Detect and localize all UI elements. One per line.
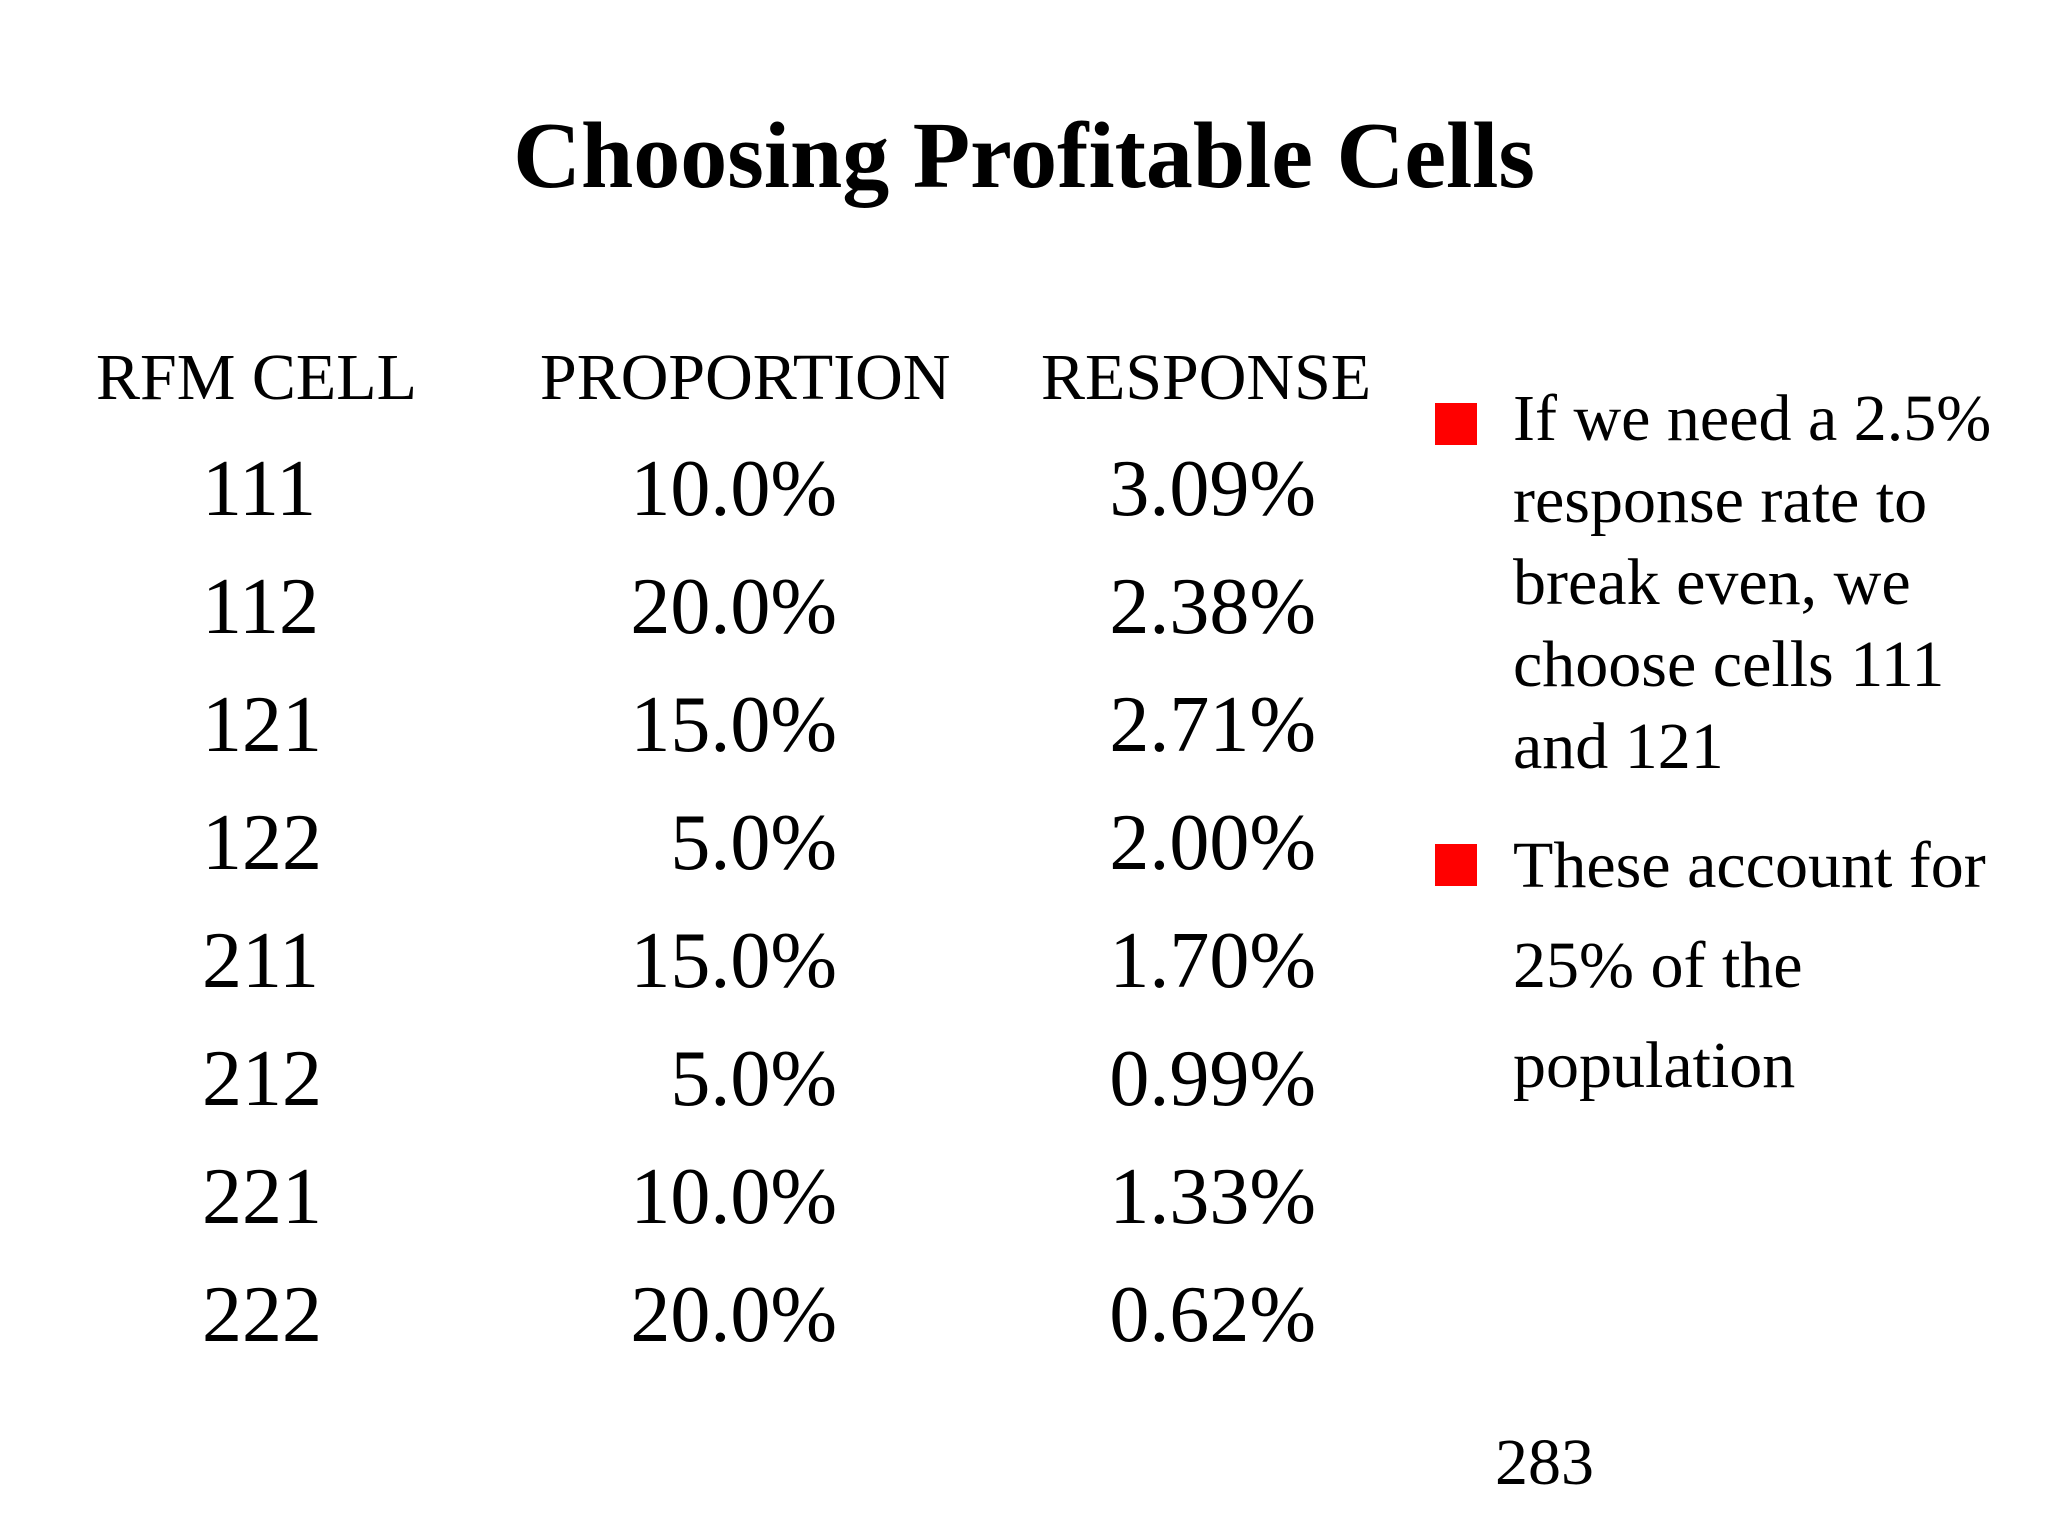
response-value: 2.00%	[1109, 799, 1316, 887]
bullet-list: If we need a 2.5% response rate to break…	[1435, 378, 2035, 1116]
response-value: 1.33%	[1109, 1153, 1316, 1241]
proportion-value: 10.0%	[630, 1153, 837, 1241]
rfm-cell-value: 212	[202, 1035, 322, 1123]
bullet-text: These account for 25% of the population	[1513, 829, 1986, 1102]
rfm-table: RFM CELL PROPORTION RESPONSE 111 10.0% 3…	[0, 341, 1440, 1374]
rfm-cell-value: 211	[202, 917, 320, 1005]
bullet-item: These account for 25% of the population	[1435, 816, 2035, 1116]
rfm-cell-value: 112	[202, 563, 320, 651]
rfm-cell-value: 122	[202, 799, 322, 887]
rfm-cell-value: 111	[202, 445, 317, 533]
response-value: 2.38%	[1109, 563, 1316, 651]
proportion-value: 20.0%	[630, 1271, 837, 1359]
rfm-cell-value: 121	[202, 681, 322, 769]
response-value: 1.70%	[1109, 917, 1316, 1005]
proportion-value: 5.0%	[670, 1035, 837, 1123]
header-response: RESPONSE	[1041, 341, 1372, 414]
response-value: 0.99%	[1109, 1035, 1316, 1123]
table-row: 122 5.0% 2.00%	[0, 784, 1440, 902]
rfm-cell-value: 222	[202, 1271, 322, 1359]
square-bullet-icon	[1435, 844, 1477, 886]
proportion-value: 10.0%	[630, 445, 837, 533]
table-row: 111 10.0% 3.09%	[0, 430, 1440, 548]
slide-title: Choosing Profitable Cells	[513, 104, 1535, 208]
table-row: 112 20.0% 2.38%	[0, 548, 1440, 666]
square-bullet-icon	[1435, 403, 1477, 445]
table-row: 212 5.0% 0.99%	[0, 1020, 1440, 1138]
header-proportion: PROPORTION	[540, 341, 951, 414]
table-row: 211 15.0% 1.70%	[0, 902, 1440, 1020]
response-value: 3.09%	[1109, 445, 1316, 533]
header-rfm-cell: RFM CELL	[96, 341, 417, 414]
page-number: 283	[1495, 1426, 1594, 1499]
table-row: 121 15.0% 2.71%	[0, 666, 1440, 784]
proportion-value: 15.0%	[630, 681, 837, 769]
table-row: 221 10.0% 1.33%	[0, 1138, 1440, 1256]
response-value: 0.62%	[1109, 1271, 1316, 1359]
bullet-item: If we need a 2.5% response rate to break…	[1435, 378, 2035, 788]
proportion-value: 5.0%	[670, 799, 837, 887]
bullet-text: If we need a 2.5% response rate to break…	[1513, 382, 1992, 783]
proportion-value: 15.0%	[630, 917, 837, 1005]
rfm-cell-value: 221	[202, 1153, 322, 1241]
proportion-value: 20.0%	[630, 563, 837, 651]
table-row: 222 20.0% 0.62%	[0, 1256, 1440, 1374]
response-value: 2.71%	[1109, 681, 1316, 769]
